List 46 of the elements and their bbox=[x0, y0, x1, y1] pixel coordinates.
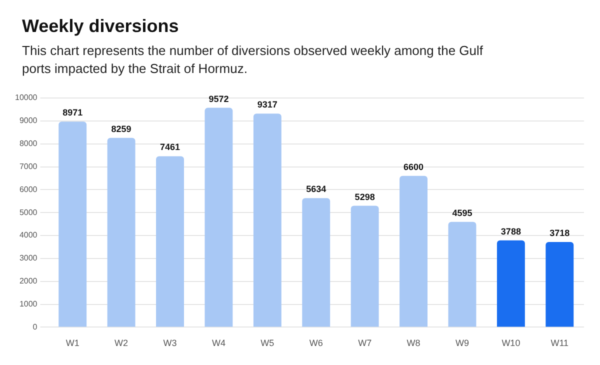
data-label: 3718 bbox=[550, 228, 570, 238]
data-label: 7461 bbox=[160, 142, 180, 152]
data-label: 5634 bbox=[306, 184, 326, 194]
x-tick-label: W2 bbox=[114, 338, 128, 348]
bar bbox=[448, 222, 476, 327]
y-tick-label: 2000 bbox=[19, 276, 38, 286]
y-tick-label: 8000 bbox=[19, 139, 38, 148]
bar bbox=[496, 240, 525, 327]
y-tick-label: 4000 bbox=[19, 230, 38, 240]
data-label: 6600 bbox=[404, 162, 424, 172]
x-tick-label: W1 bbox=[66, 338, 80, 348]
bar bbox=[156, 156, 184, 327]
data-label: 5298 bbox=[354, 192, 375, 202]
x-tick-label: W6 bbox=[309, 338, 323, 348]
chart-title: Weekly diversions bbox=[22, 16, 179, 37]
bar bbox=[350, 206, 379, 327]
x-tick-label: W3 bbox=[163, 338, 177, 348]
y-tick-label: 3000 bbox=[19, 254, 38, 263]
y-tick-label: 9000 bbox=[19, 116, 38, 126]
y-tick-label: 5000 bbox=[19, 208, 38, 217]
bar bbox=[302, 198, 330, 327]
data-label: 3788 bbox=[500, 226, 521, 236]
bar bbox=[546, 242, 574, 327]
y-tick-label: 6000 bbox=[19, 184, 38, 194]
chart-subtitle: This chart represents the number of diversions observed weekly among the Gulf ports impacted by the Strait of Hormuz. bbox=[22, 42, 484, 78]
x-tick-label: W5 bbox=[260, 338, 274, 348]
x-tick-label: W8 bbox=[406, 338, 420, 348]
y-tick-label: 0 bbox=[32, 322, 38, 332]
data-label: 4595 bbox=[452, 208, 472, 218]
data-label: 8259 bbox=[111, 124, 132, 134]
data-label: 9572 bbox=[208, 94, 229, 104]
bar bbox=[253, 114, 282, 327]
bar bbox=[107, 138, 136, 327]
x-tick-label: W10 bbox=[502, 338, 520, 348]
data-label: 8971 bbox=[62, 108, 83, 118]
x-tick-label: W9 bbox=[455, 338, 469, 348]
bar bbox=[204, 108, 233, 327]
y-tick-label: 10000 bbox=[14, 93, 38, 102]
y-tick-label: 1000 bbox=[19, 299, 38, 308]
x-tick-label: W4 bbox=[212, 338, 226, 348]
data-label: 9317 bbox=[257, 100, 278, 110]
bar bbox=[58, 122, 87, 327]
x-tick-label: W11 bbox=[550, 338, 569, 348]
y-tick-label: 7000 bbox=[19, 162, 38, 171]
x-tick-label: W7 bbox=[358, 338, 372, 348]
bar bbox=[400, 176, 428, 327]
